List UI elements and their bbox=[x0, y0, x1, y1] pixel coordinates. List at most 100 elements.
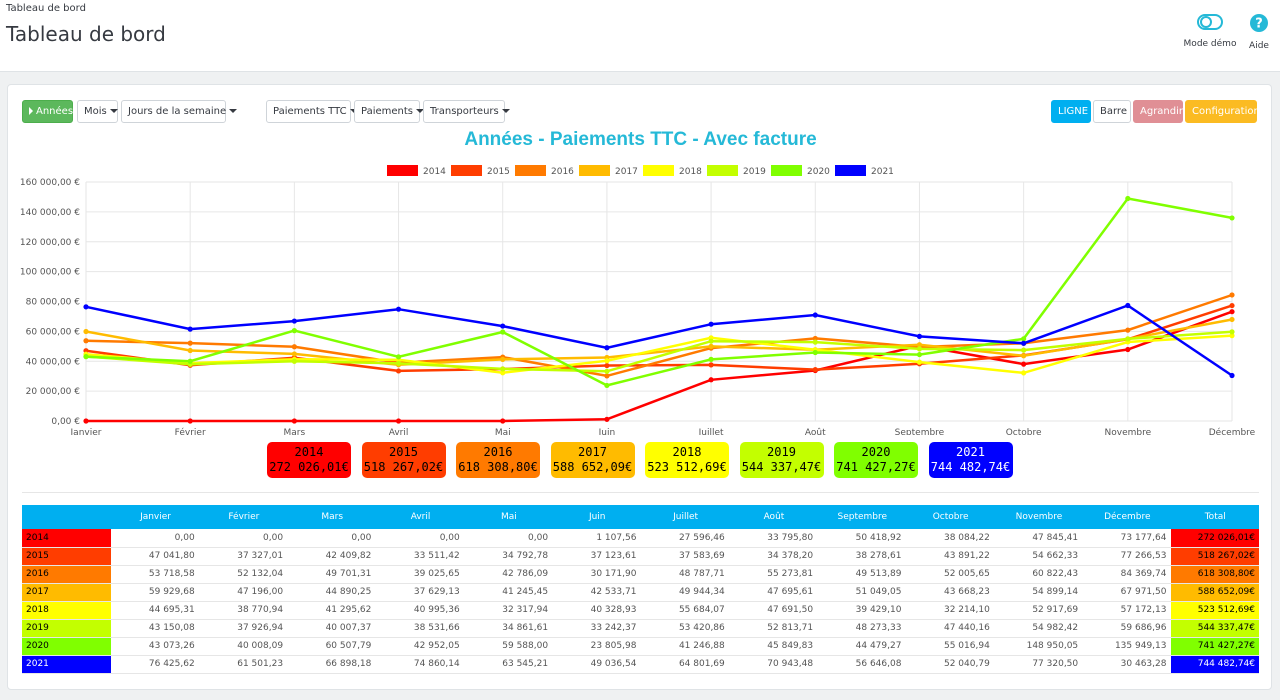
table-cell: 41 246,88 bbox=[641, 637, 730, 656]
table-cell: 54 982,42 bbox=[994, 619, 1084, 638]
x-tick-label: Août bbox=[805, 428, 826, 435]
data-point-2021 bbox=[500, 323, 506, 329]
annees-button[interactable]: Années bbox=[22, 100, 73, 123]
legend-label: 2014 bbox=[423, 167, 446, 177]
page-header: Tableau de bord Tableau de bord Mode dém… bbox=[0, 0, 1280, 72]
row-total: 518 267,02€ bbox=[1171, 547, 1259, 566]
table-cell: 39 429,10 bbox=[818, 601, 907, 620]
table-cell: 40 008,09 bbox=[199, 637, 289, 656]
legend-label: 2018 bbox=[679, 167, 702, 177]
data-point-2016 bbox=[187, 340, 193, 346]
jours-label: Jours de la semaine bbox=[128, 106, 227, 117]
table-cell: 41 245,45 bbox=[464, 583, 554, 602]
table-cell: 77 266,53 bbox=[1083, 547, 1172, 566]
data-point-2017 bbox=[1021, 353, 1027, 359]
total-year: 2019 bbox=[767, 445, 796, 459]
total-amount: 741 427,27€ bbox=[836, 460, 916, 474]
table-cell: 33 795,80 bbox=[729, 529, 819, 548]
data-point-2016 bbox=[812, 335, 818, 342]
data-point-2021 bbox=[812, 312, 818, 318]
table-cell: 76 425,62 bbox=[111, 655, 200, 674]
table-cell: 32 317,94 bbox=[464, 601, 554, 620]
legend-swatch bbox=[643, 165, 674, 176]
data-point-2019 bbox=[708, 338, 714, 344]
barre-button[interactable]: Barre bbox=[1093, 100, 1131, 123]
row-year: 2016 bbox=[22, 565, 112, 584]
data-point-2021 bbox=[1229, 372, 1235, 379]
data-point-2014 bbox=[291, 418, 297, 424]
table-cell: 55 016,94 bbox=[906, 637, 995, 656]
agrandir-button[interactable]: Agrandir bbox=[1133, 100, 1183, 123]
data-point-2017 bbox=[500, 356, 506, 362]
data-point-2016 bbox=[1125, 327, 1131, 333]
help-button[interactable]: ? Aide bbox=[1244, 14, 1274, 51]
table-cell: 45 849,83 bbox=[729, 637, 819, 656]
data-point-2016 bbox=[1229, 292, 1235, 298]
legend-swatch bbox=[451, 165, 482, 176]
data-point-2015 bbox=[708, 362, 714, 368]
legend-swatch bbox=[771, 165, 802, 176]
y-tick-label: 80 000,00 € bbox=[26, 298, 81, 308]
table-cell: 38 084,22 bbox=[906, 529, 995, 548]
data-point-2014 bbox=[500, 418, 506, 424]
table-cell: 38 278,61 bbox=[818, 547, 907, 566]
table-cell: 37 583,69 bbox=[641, 547, 730, 566]
table-cell: 38 531,66 bbox=[376, 619, 465, 638]
data-point-2018 bbox=[1229, 332, 1235, 339]
paiements-dropdown[interactable]: Paiements bbox=[354, 100, 425, 123]
table-cell: 63 545,21 bbox=[464, 655, 554, 674]
table-cell: 40 328,93 bbox=[553, 601, 642, 620]
table-row: 2017 59 929,68 47 196,00 44 890,25 37 629,13… bbox=[22, 583, 1259, 602]
series-line-2019 bbox=[85, 330, 1233, 373]
table-cell: 43 150,08 bbox=[111, 619, 200, 638]
table-cell: 0,00 bbox=[199, 529, 289, 548]
data-point-2021 bbox=[291, 318, 297, 324]
table-cell: 30 171,90 bbox=[553, 565, 642, 584]
total-box: 2014 272 026,01€ bbox=[267, 442, 351, 478]
data-point-2020 bbox=[604, 382, 610, 389]
table-row: 2016 53 718,58 52 132,04 49 701,31 39 025,65… bbox=[22, 565, 1259, 584]
row-year: 2015 bbox=[22, 547, 112, 566]
y-tick-label: 160 000,00 € bbox=[20, 178, 80, 188]
paiements-label: Paiements bbox=[361, 106, 414, 117]
table-cell: 44 890,25 bbox=[288, 583, 377, 602]
data-point-2019 bbox=[1021, 347, 1027, 353]
configuration-button[interactable]: Configuration bbox=[1185, 100, 1260, 123]
row-total: 523 512,69€ bbox=[1171, 601, 1259, 620]
x-tick-label: Octobre bbox=[1006, 428, 1042, 435]
data-point-2020 bbox=[395, 354, 402, 360]
total-amount: 518 267,02€ bbox=[363, 460, 444, 474]
table-row: 2021 76 425,62 61 501,23 66 898,18 74 860,14… bbox=[22, 655, 1259, 674]
paiements-ttc-dropdown[interactable]: Paiements TTC bbox=[266, 100, 358, 123]
ligne-button[interactable]: LIGNE bbox=[1051, 100, 1091, 123]
x-tick-label: Novembre bbox=[1105, 428, 1152, 435]
legend-swatch bbox=[835, 165, 866, 176]
row-year: 2018 bbox=[22, 601, 112, 620]
table-cell: 44 479,27 bbox=[818, 637, 907, 656]
table-cell: 42 786,09 bbox=[464, 565, 554, 584]
data-point-2018 bbox=[916, 359, 923, 365]
total-box: 2015 518 267,02€ bbox=[361, 442, 446, 478]
transporteurs-dropdown[interactable]: Transporteurs bbox=[423, 100, 510, 123]
total-year: 2020 bbox=[861, 445, 891, 459]
x-tick-label: Juillet bbox=[698, 428, 724, 435]
total-year: 2014 bbox=[294, 445, 324, 459]
data-point-2021 bbox=[604, 345, 610, 351]
table-cell: 34 378,20 bbox=[729, 547, 819, 566]
breadcrumb[interactable]: Tableau de bord bbox=[6, 3, 86, 14]
table-cell: 52 040,79 bbox=[906, 655, 995, 674]
mois-dropdown[interactable]: Mois bbox=[77, 100, 118, 123]
total-box: 2017 588 652,09€ bbox=[550, 442, 635, 478]
legend-label: 2015 bbox=[487, 167, 510, 177]
jours-semaine-dropdown[interactable]: Jours de la semaine bbox=[121, 100, 238, 123]
column-header: Total bbox=[1171, 505, 1259, 529]
table-cell: 38 770,94 bbox=[199, 601, 289, 620]
divider bbox=[22, 492, 1259, 493]
table-cell: 34 861,61 bbox=[464, 619, 554, 638]
total-year: 2016 bbox=[483, 445, 513, 459]
table-cell: 49 944,34 bbox=[641, 583, 730, 602]
mois-label: Mois bbox=[84, 106, 107, 117]
demo-mode-toggle[interactable]: Mode démo bbox=[1182, 14, 1238, 49]
data-point-2017 bbox=[83, 328, 89, 335]
table-row: 2018 44 695,31 38 770,94 41 295,62 40 995,36… bbox=[22, 601, 1259, 620]
